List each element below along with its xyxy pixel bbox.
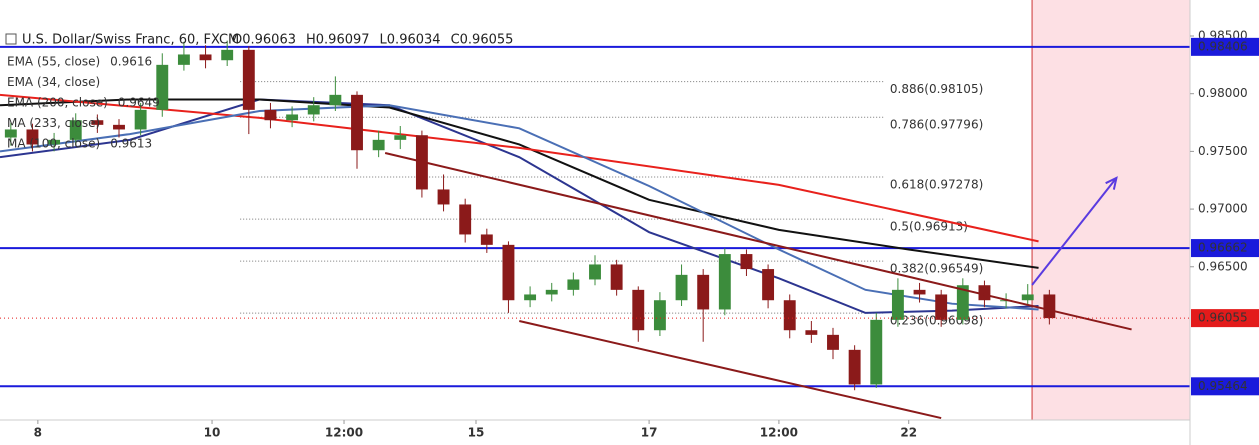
price-label: 0.98406 xyxy=(1198,39,1248,53)
candle-body xyxy=(935,294,948,320)
candle-body xyxy=(827,334,839,350)
price-label: 0.96662 xyxy=(1198,241,1248,255)
fib-label: 0.382(0.96549) xyxy=(890,262,983,276)
fib-label: 0.5(0.96913) xyxy=(890,220,968,234)
legend-label: MA (100, close) xyxy=(7,137,100,151)
candle-body xyxy=(134,109,147,130)
ma-line xyxy=(0,98,1039,314)
candle-body xyxy=(351,94,363,151)
x-tick-label: 8 xyxy=(34,426,42,440)
ohlc-value: O0.96063 xyxy=(232,33,296,48)
candle-body xyxy=(26,129,39,145)
candle-body xyxy=(307,105,320,115)
x-tick-label: 15 xyxy=(468,426,485,440)
trendline xyxy=(519,320,942,420)
candle-body xyxy=(740,254,753,270)
y-tick-label: 0.96500 xyxy=(1198,259,1248,273)
candle-body xyxy=(589,264,601,280)
candle-body xyxy=(1021,294,1034,301)
candle-body xyxy=(610,264,623,290)
candle-body xyxy=(156,64,169,110)
collapse-icon[interactable] xyxy=(5,33,17,45)
candle-body xyxy=(632,289,645,331)
forecast-arrow xyxy=(1031,177,1118,286)
candle-body xyxy=(545,289,558,295)
y-tick-label: 0.97500 xyxy=(1198,144,1248,158)
candle-body xyxy=(48,139,61,145)
ohlc-value: L0.96034 xyxy=(380,33,441,48)
candle-body xyxy=(567,279,580,290)
candle-body xyxy=(697,274,710,310)
fib-label: 0.618(0.97278) xyxy=(890,178,983,192)
candle-body xyxy=(69,120,82,140)
arrow-head xyxy=(1105,176,1118,190)
x-tick-label: 10 xyxy=(204,426,221,440)
price-label-box xyxy=(1191,239,1259,258)
candle-body xyxy=(653,300,666,331)
price-label-box xyxy=(1191,37,1259,56)
candle-body xyxy=(718,254,731,310)
candle-body xyxy=(113,124,125,130)
candle-body xyxy=(437,189,450,205)
price-label: 0.95464 xyxy=(1198,379,1248,393)
legend-label: EMA (55, close) xyxy=(7,55,100,69)
candle-body xyxy=(978,285,991,301)
candle-body xyxy=(221,49,234,61)
candle-body xyxy=(891,289,904,320)
forecast-zone xyxy=(1032,0,1190,420)
ohlc-value: C0.96055 xyxy=(451,33,514,48)
price-label-box xyxy=(1191,377,1259,396)
candle-body xyxy=(177,54,190,65)
legend-label: EMA (200, close) xyxy=(7,96,108,110)
x-tick-label: 17 xyxy=(641,426,658,440)
candle-body xyxy=(848,349,861,385)
candle-body xyxy=(675,274,688,301)
candle-body xyxy=(762,269,775,301)
candle-body xyxy=(783,300,796,331)
ma-line xyxy=(0,93,1039,243)
candle-body xyxy=(480,234,493,245)
candle-body xyxy=(242,49,255,110)
x-tick-label: 12:00 xyxy=(760,426,798,440)
candle-body xyxy=(956,285,969,320)
candle-body xyxy=(805,330,818,335)
candle-body xyxy=(199,54,212,61)
ohlc-value: H0.96097 xyxy=(306,33,370,48)
candle-body xyxy=(1043,294,1056,319)
candle-body xyxy=(372,139,385,151)
y-tick-label: 0.98000 xyxy=(1198,86,1248,100)
ma-line xyxy=(0,104,1039,311)
candle-body xyxy=(502,244,515,301)
candle-body xyxy=(870,319,883,385)
x-tick-label: 12:00 xyxy=(325,426,363,440)
candle-body xyxy=(91,120,104,125)
candle-body xyxy=(264,109,277,121)
x-tick-label: 22 xyxy=(900,426,917,440)
legend-value: 0.9616 xyxy=(110,55,152,69)
legend-value: 0.9649 xyxy=(118,96,160,110)
ma-line xyxy=(0,98,1039,269)
candle-body xyxy=(524,294,537,301)
y-tick-label: 0.97000 xyxy=(1198,202,1248,216)
legend-value: 0.9613 xyxy=(110,137,152,151)
trendline xyxy=(384,152,1132,331)
candle-body xyxy=(4,129,17,138)
price-label: 0.96055 xyxy=(1198,311,1248,325)
price-label-box xyxy=(1191,309,1259,328)
chart-title: U.S. Dollar/Swiss Franc, 60, FXCM xyxy=(22,33,239,48)
legend-label: MA (233, close) xyxy=(7,116,100,130)
candle-body xyxy=(286,114,299,121)
fib-label: 0.886(0.98105) xyxy=(890,82,983,96)
fib-label: 0.786(0.97796) xyxy=(890,118,983,132)
candle-body xyxy=(913,289,926,295)
candle-body xyxy=(459,204,472,235)
legend-label: EMA (34, close) xyxy=(7,75,100,89)
candle-body xyxy=(394,135,407,140)
candle-body xyxy=(329,94,342,106)
